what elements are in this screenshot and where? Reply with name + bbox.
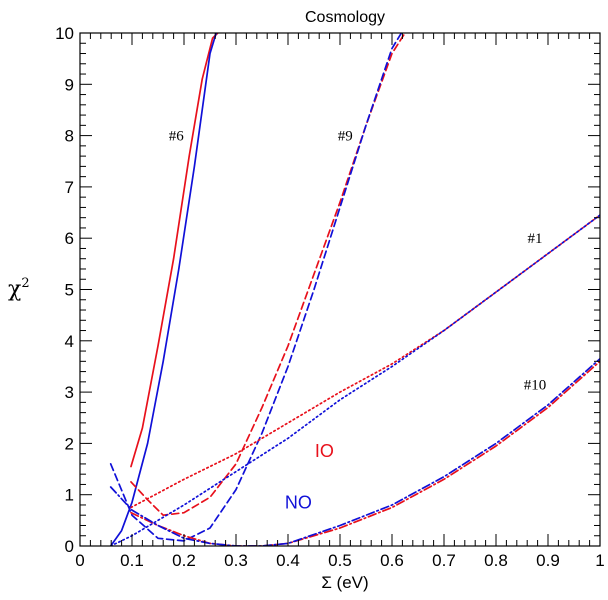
x-tick-label: 0.5: [328, 551, 352, 570]
y-axis-title-superscript: 2: [21, 276, 29, 291]
chart-title: Cosmology: [305, 9, 385, 26]
x-tick-label: 0.9: [536, 551, 560, 570]
series-line-curve6-io: [130, 33, 219, 468]
y-tick-label: 5: [65, 281, 74, 300]
y-tick-label: 3: [65, 383, 74, 402]
y-axis-title-main: χ: [8, 277, 21, 302]
y-tick-label: 7: [65, 178, 74, 197]
series-line-curve1-no: [109, 214, 600, 546]
y-tick-label: 4: [65, 332, 74, 351]
x-tick-label: 0.6: [380, 551, 404, 570]
curve-annotation: #9: [338, 129, 353, 145]
curve-annotation: #10: [524, 377, 547, 393]
x-tick-label: 0.7: [432, 551, 456, 570]
series-line-curve10-no: [109, 357, 600, 546]
y-tick-label: 0: [65, 537, 74, 556]
series-line-curve6-no: [109, 33, 218, 546]
svg-text:χ2: χ2: [8, 276, 30, 302]
curve-annotation: #1: [528, 231, 543, 247]
series-line-curve9-no: [109, 33, 403, 542]
plot-frame: [79, 32, 601, 547]
ordering-label-io: IO: [315, 441, 334, 461]
x-tick-label: 0.2: [172, 551, 196, 570]
y-tick-label: 1: [65, 486, 74, 505]
curves-group: [109, 33, 600, 546]
x-tick-label: 0.1: [120, 551, 144, 570]
y-tick-label: 2: [65, 434, 74, 453]
y-tick-label: 8: [65, 127, 74, 146]
x-tick-label: 0.4: [276, 551, 300, 570]
x-tick-label: 0: [75, 551, 84, 570]
series-line-curve9-io: [130, 33, 406, 517]
x-tick-label: 0.8: [484, 551, 508, 570]
ordering-label-no: NO: [285, 492, 312, 512]
y-tick-label: 9: [65, 75, 74, 94]
x-axis-title: Σ (eV): [321, 573, 368, 592]
x-tick-label: 0.3: [224, 551, 248, 570]
curve-annotation: #6: [169, 129, 185, 145]
y-tick-label: 6: [65, 229, 74, 248]
x-tick-label: 1: [595, 551, 604, 570]
series-line-curve1-io: [130, 214, 600, 509]
y-tick-label: 10: [55, 24, 74, 43]
y-axis-title: χ2: [8, 276, 30, 302]
